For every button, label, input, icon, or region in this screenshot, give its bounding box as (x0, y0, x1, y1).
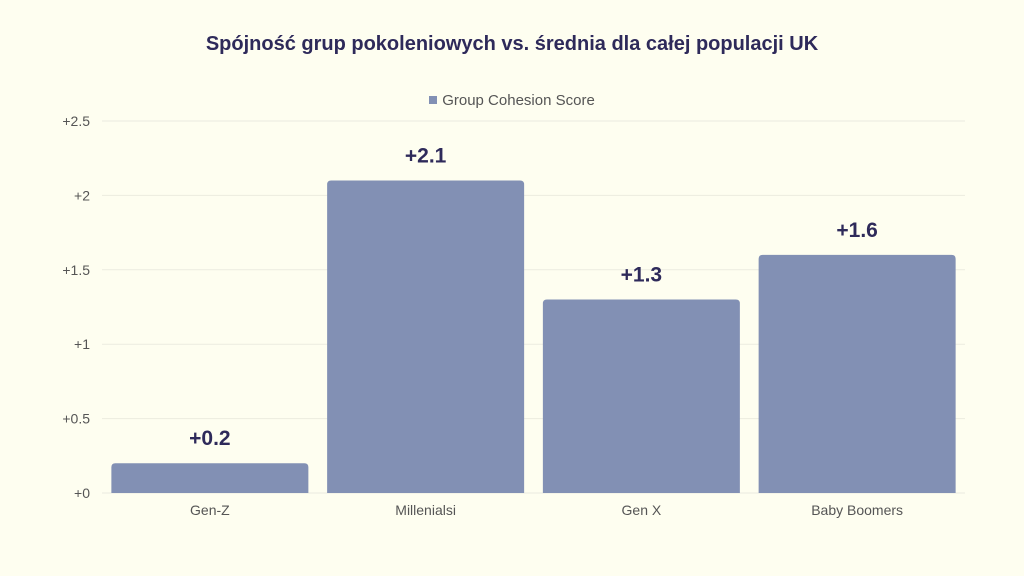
bar (327, 180, 525, 493)
data-label: +0.2 (189, 427, 230, 450)
legend: Group Cohesion Score (0, 92, 1024, 109)
x-tick-label: Gen-Z (190, 502, 230, 518)
data-label: +1.3 (621, 264, 662, 287)
bar (542, 299, 740, 493)
data-label: +1.6 (836, 219, 877, 242)
chart-title: Spójność grup pokoleniowych vs. średnia … (205, 33, 819, 55)
y-tick-label: +2.5 (62, 113, 90, 129)
data-label: +2.1 (405, 145, 447, 168)
y-tick-label: +1.5 (62, 262, 90, 278)
legend-swatch (429, 96, 438, 104)
x-tick-label: Gen X (622, 502, 662, 518)
legend-label: Group Cohesion Score (442, 92, 595, 109)
x-tick-label: Baby Boomers (811, 502, 903, 518)
y-tick-label: +2 (74, 187, 90, 203)
y-tick-label: +1 (74, 336, 90, 352)
x-tick-label: Millenialsi (395, 502, 456, 518)
y-tick-label: +0.5 (62, 411, 90, 427)
bar (111, 463, 309, 493)
y-tick-label: +0 (74, 485, 90, 501)
bar (758, 254, 956, 493)
